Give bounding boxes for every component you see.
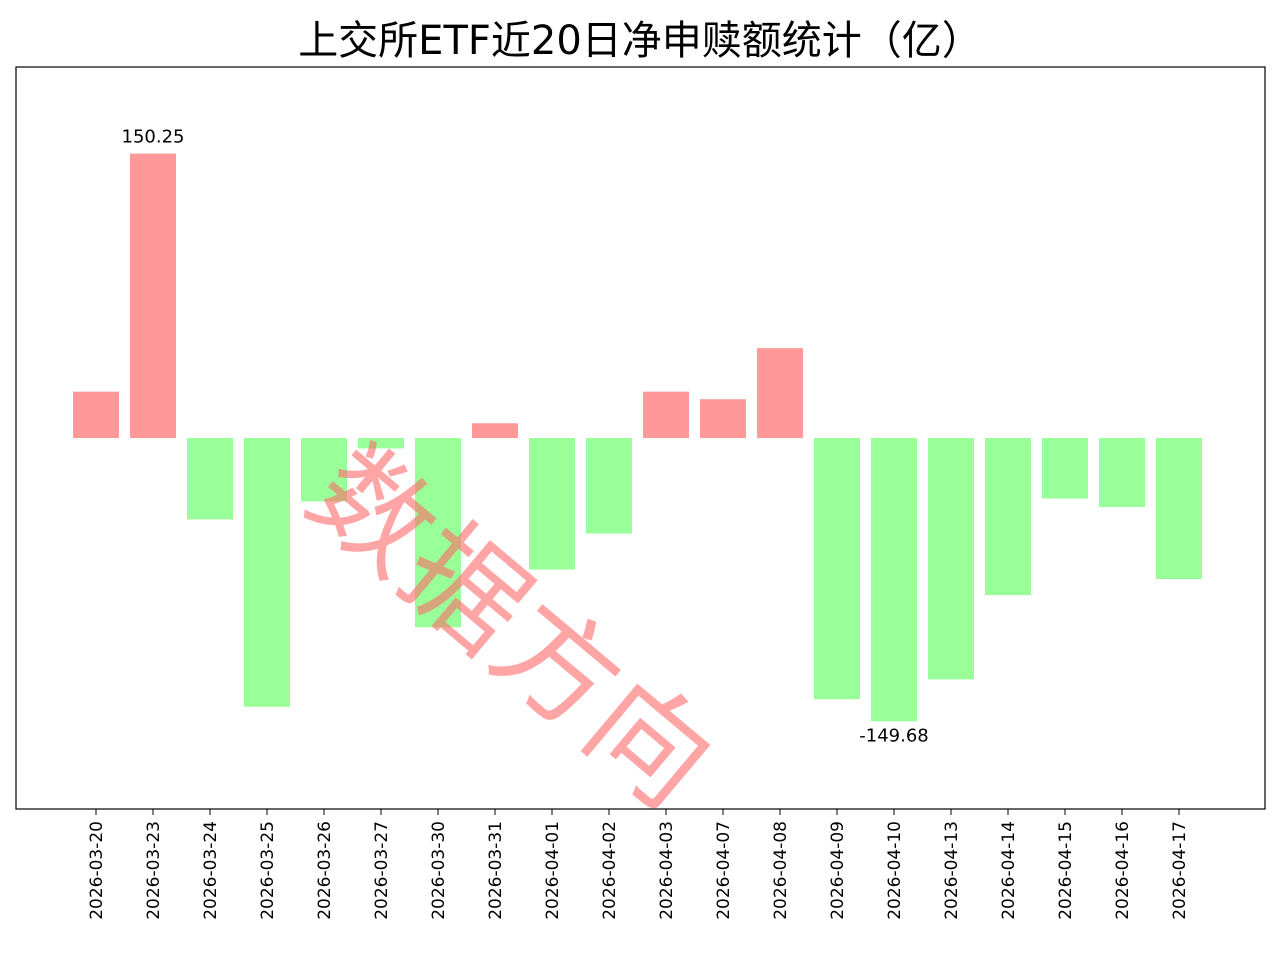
bar-2026-03-27: [358, 438, 404, 449]
bar-2026-04-10: [871, 438, 917, 722]
x-tick-label: 2026-03-26: [315, 821, 335, 920]
x-axis-ticks: 2026-03-20 2026-03-23 2026-03-24 2026-03-25…: [87, 809, 1190, 920]
bar-2026-03-24: [187, 438, 233, 520]
x-tick-label: 2026-03-20: [87, 821, 107, 920]
bar-2026-04-02: [586, 438, 632, 534]
x-tick-label: 2026-03-25: [258, 821, 278, 920]
bar-2026-03-23: [130, 153, 176, 439]
data-label: 150.25: [122, 127, 185, 148]
bar-2026-03-30: [415, 438, 461, 628]
plot-frame: [15, 66, 1266, 810]
x-tick-label: 2026-04-10: [885, 821, 905, 920]
bar-2026-03-31: [472, 423, 518, 438]
chart-title: 上交所ETF近20日净申赎额统计（亿）: [298, 18, 982, 64]
x-tick-label: 2026-04-13: [942, 821, 962, 920]
x-tick-label: 2026-04-03: [657, 821, 677, 920]
x-tick-label: 2026-03-27: [372, 821, 392, 920]
x-tick-label: 2026-04-08: [771, 821, 791, 920]
x-tick-label: 2026-04-09: [828, 821, 848, 920]
bars-layer: [73, 153, 1202, 722]
x-tick-label: 2026-03-31: [486, 821, 506, 920]
bar-2026-04-09: [814, 438, 860, 700]
data-label: -149.68: [859, 725, 928, 746]
bar-2026-04-08: [757, 348, 803, 438]
x-tick-label: 2026-04-15: [1056, 821, 1076, 920]
x-tick-label: 2026-04-16: [1113, 821, 1133, 920]
bar-2026-04-03: [643, 391, 689, 438]
bar-2026-04-14: [985, 438, 1031, 596]
x-tick-label: 2026-04-17: [1170, 821, 1190, 920]
x-tick-label: 2026-03-30: [429, 821, 449, 920]
x-tick-label: 2026-04-07: [714, 821, 734, 920]
x-tick-label: 2026-04-01: [543, 821, 563, 920]
bar-2026-04-15: [1042, 438, 1088, 499]
bar-2026-04-07: [700, 399, 746, 438]
bar-2026-03-26: [301, 438, 347, 502]
labels-layer: 150.25 -149.68: [122, 127, 929, 747]
x-tick-label: 2026-03-23: [144, 821, 164, 920]
bar-2026-04-17: [1156, 438, 1202, 580]
bar-2026-04-16: [1099, 438, 1145, 508]
x-tick-label: 2026-04-14: [999, 821, 1019, 920]
x-tick-label: 2026-03-24: [201, 821, 221, 920]
bar-2026-04-13: [928, 438, 974, 680]
bar-2026-03-25: [244, 438, 290, 707]
bar-2026-03-20: [73, 391, 119, 438]
x-tick-label: 2026-04-02: [600, 821, 620, 920]
bar-2026-04-01: [529, 438, 575, 570]
